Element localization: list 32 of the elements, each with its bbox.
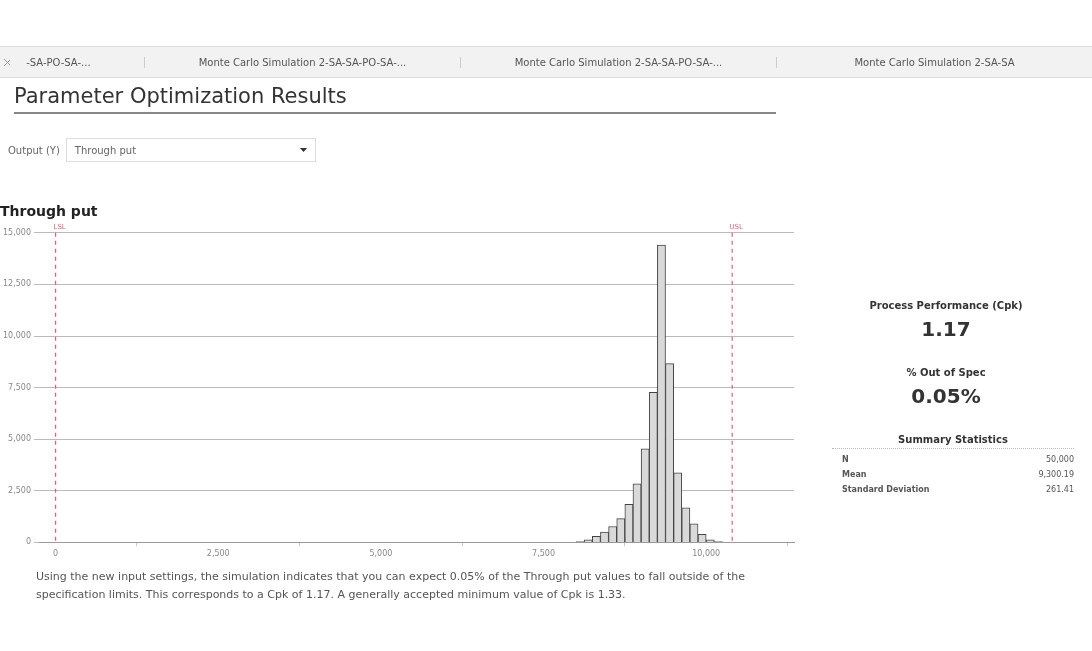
text: Parameter Optimization Results — [14, 84, 776, 114]
text: -SA-PO-SA-... — [14, 56, 145, 68]
text: Output (Y) — [8, 144, 60, 156]
y-tick-label: 10,000 — [2, 331, 31, 341]
x-tick-label: 5,000 — [369, 549, 393, 559]
x-tick-label: 2,500 — [206, 549, 230, 559]
text: Summary Statistics — [832, 434, 1074, 449]
text: Monte Carlo Simulation 2-SA-SA-PO-SA-... — [144, 56, 461, 68]
text: Mean — [842, 470, 867, 479]
text: N — [842, 455, 849, 464]
chart-title: Through put — [0, 203, 98, 220]
text: Standard Deviation — [842, 485, 930, 494]
text: 0.05% — [910, 384, 982, 408]
text: Through put — [74, 144, 137, 156]
text: Process Performance (Cpk) — [868, 300, 1024, 311]
y-tick-label: 15,000 — [2, 227, 31, 237]
x-tick-label: 10,000 — [692, 549, 721, 559]
text: 261.41 — [1046, 485, 1074, 494]
text: Monte Carlo Simulation 2-SA-SA — [853, 56, 1016, 68]
x-tick-label: 0 — [53, 549, 59, 559]
text: Using the new input settings, the simulation indicates that you can expect 0.05% of the Through put values to fall outside of the specification limits. This corresponds to a Cpk of 1.17. A generally accepted minimum value of Cpk is 1.33. — [36, 569, 746, 603]
text: 9,300.19 — [1038, 470, 1074, 479]
y-tick-label: 7,500 — [8, 382, 31, 392]
text: % Out of Spec — [905, 367, 987, 378]
x-tick-label: 7,500 — [532, 549, 555, 559]
y-tick-label: 5,000 — [8, 434, 31, 444]
text: Monte Carlo Simulation 2-SA-SA-PO-SA-... — [460, 56, 777, 68]
y-tick-label: 2,500 — [8, 485, 31, 495]
y-tick-label: 12,500 — [2, 279, 31, 289]
y-tick-label: 0 — [25, 537, 31, 547]
text: 50,000 — [1046, 455, 1074, 464]
text: 1.17 — [920, 317, 972, 341]
